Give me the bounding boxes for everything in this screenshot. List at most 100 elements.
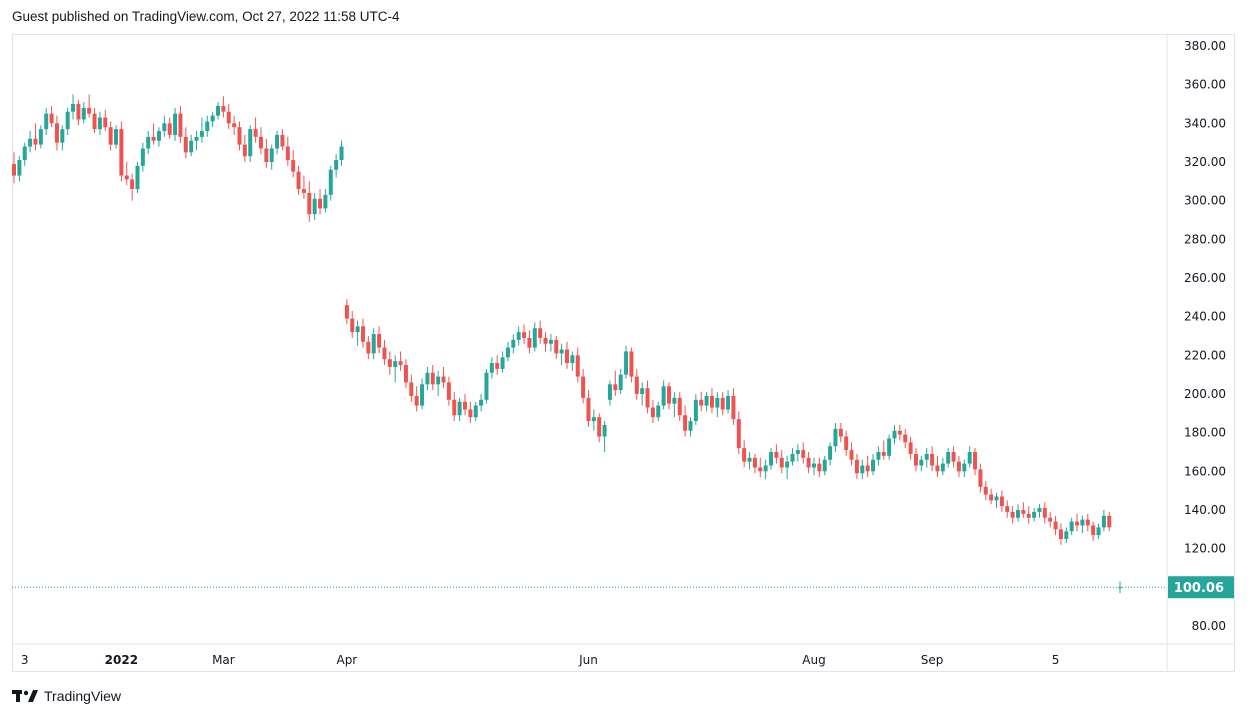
candle-body <box>511 339 516 348</box>
candle-body <box>565 349 569 364</box>
candle <box>1042 502 1047 524</box>
candle-body <box>296 171 301 190</box>
candle <box>371 328 376 360</box>
candle <box>629 347 634 383</box>
candle <box>398 351 403 371</box>
candle <box>838 423 843 443</box>
candle <box>178 105 183 143</box>
candle <box>693 394 698 425</box>
candle-body <box>903 434 908 443</box>
candle <box>645 380 650 414</box>
candle <box>446 376 451 406</box>
candle-body <box>1069 521 1074 532</box>
candle <box>484 368 489 404</box>
candle-body <box>489 363 494 373</box>
candle <box>468 401 473 423</box>
candle <box>940 457 945 476</box>
candle-body <box>715 397 720 408</box>
candle <box>38 125 43 149</box>
candle-body <box>774 452 779 458</box>
candle-body <box>318 198 323 209</box>
candle-body <box>581 376 586 398</box>
candle <box>495 355 500 375</box>
candle <box>366 336 371 360</box>
candle-body <box>22 146 27 161</box>
x-tick-label: 5 <box>1052 653 1060 667</box>
candle-body <box>591 417 596 422</box>
candle-body <box>999 496 1004 507</box>
candle <box>119 121 124 182</box>
x-axis[interactable]: 3 2022 Mar Apr Jun Aug Sep 5 <box>21 653 1059 667</box>
candle <box>607 380 612 406</box>
candle-body <box>414 395 419 406</box>
candle-body <box>468 409 473 418</box>
candle <box>1069 517 1074 536</box>
chart-frame[interactable] <box>12 34 1235 672</box>
candle <box>436 370 441 396</box>
candle <box>806 452 811 474</box>
candle-body <box>226 111 231 124</box>
candle-body <box>103 117 108 128</box>
candle-body <box>1075 521 1080 526</box>
candle <box>505 341 510 362</box>
candle <box>1005 500 1010 518</box>
candle <box>726 390 731 414</box>
candle-body <box>946 452 951 464</box>
candle <box>930 446 935 472</box>
candle-body <box>624 351 629 375</box>
candle-body <box>1091 525 1096 536</box>
candle <box>790 448 795 466</box>
candle-body <box>339 146 344 161</box>
candle-body <box>876 452 881 460</box>
candle <box>769 448 774 470</box>
candle-body <box>285 146 290 161</box>
candle-body <box>178 113 183 137</box>
candle-body <box>183 136 188 153</box>
candle <box>382 339 387 365</box>
candle <box>350 310 355 338</box>
candle <box>500 351 505 373</box>
candle <box>892 424 897 445</box>
candle <box>817 457 822 478</box>
last-price-label: 100.06 <box>1174 581 1224 596</box>
candle <box>318 189 323 215</box>
candle-body <box>822 459 827 472</box>
candle <box>280 129 285 151</box>
candle <box>736 411 741 454</box>
candle-body <box>806 457 811 468</box>
candle-body <box>87 107 92 114</box>
candle <box>307 181 312 222</box>
candle <box>559 343 564 365</box>
candle <box>441 366 446 389</box>
y-tick-label: 320.00 <box>1184 155 1226 169</box>
candle <box>570 351 575 371</box>
candle-body <box>747 457 752 462</box>
candle-body <box>897 430 902 435</box>
candle <box>33 123 38 151</box>
candle-body <box>462 401 467 410</box>
candle-body <box>237 127 242 145</box>
candle-body <box>382 347 387 360</box>
candle <box>189 134 194 157</box>
last-price-badge <box>1168 576 1234 599</box>
candle-body <box>156 131 161 141</box>
candle <box>602 421 607 452</box>
candle-body <box>704 395 709 406</box>
y-axis[interactable]: 380.00 360.00 340.00 320.00 300.00 280.00 260.… <box>1184 39 1226 633</box>
candle <box>516 326 521 346</box>
candle-body <box>817 463 822 472</box>
candle-body <box>736 419 741 449</box>
candle <box>672 392 677 418</box>
candle-body <box>1064 531 1069 539</box>
candle <box>999 490 1004 512</box>
y-tick-label: 180.00 <box>1184 426 1226 440</box>
y-tick-label: 300.00 <box>1184 194 1226 208</box>
candle-body <box>377 334 382 348</box>
candle-body <box>258 136 263 149</box>
candle <box>591 409 596 431</box>
candle <box>253 117 258 143</box>
candle <box>527 330 532 354</box>
candle <box>183 127 188 159</box>
candle-body <box>1037 508 1042 512</box>
